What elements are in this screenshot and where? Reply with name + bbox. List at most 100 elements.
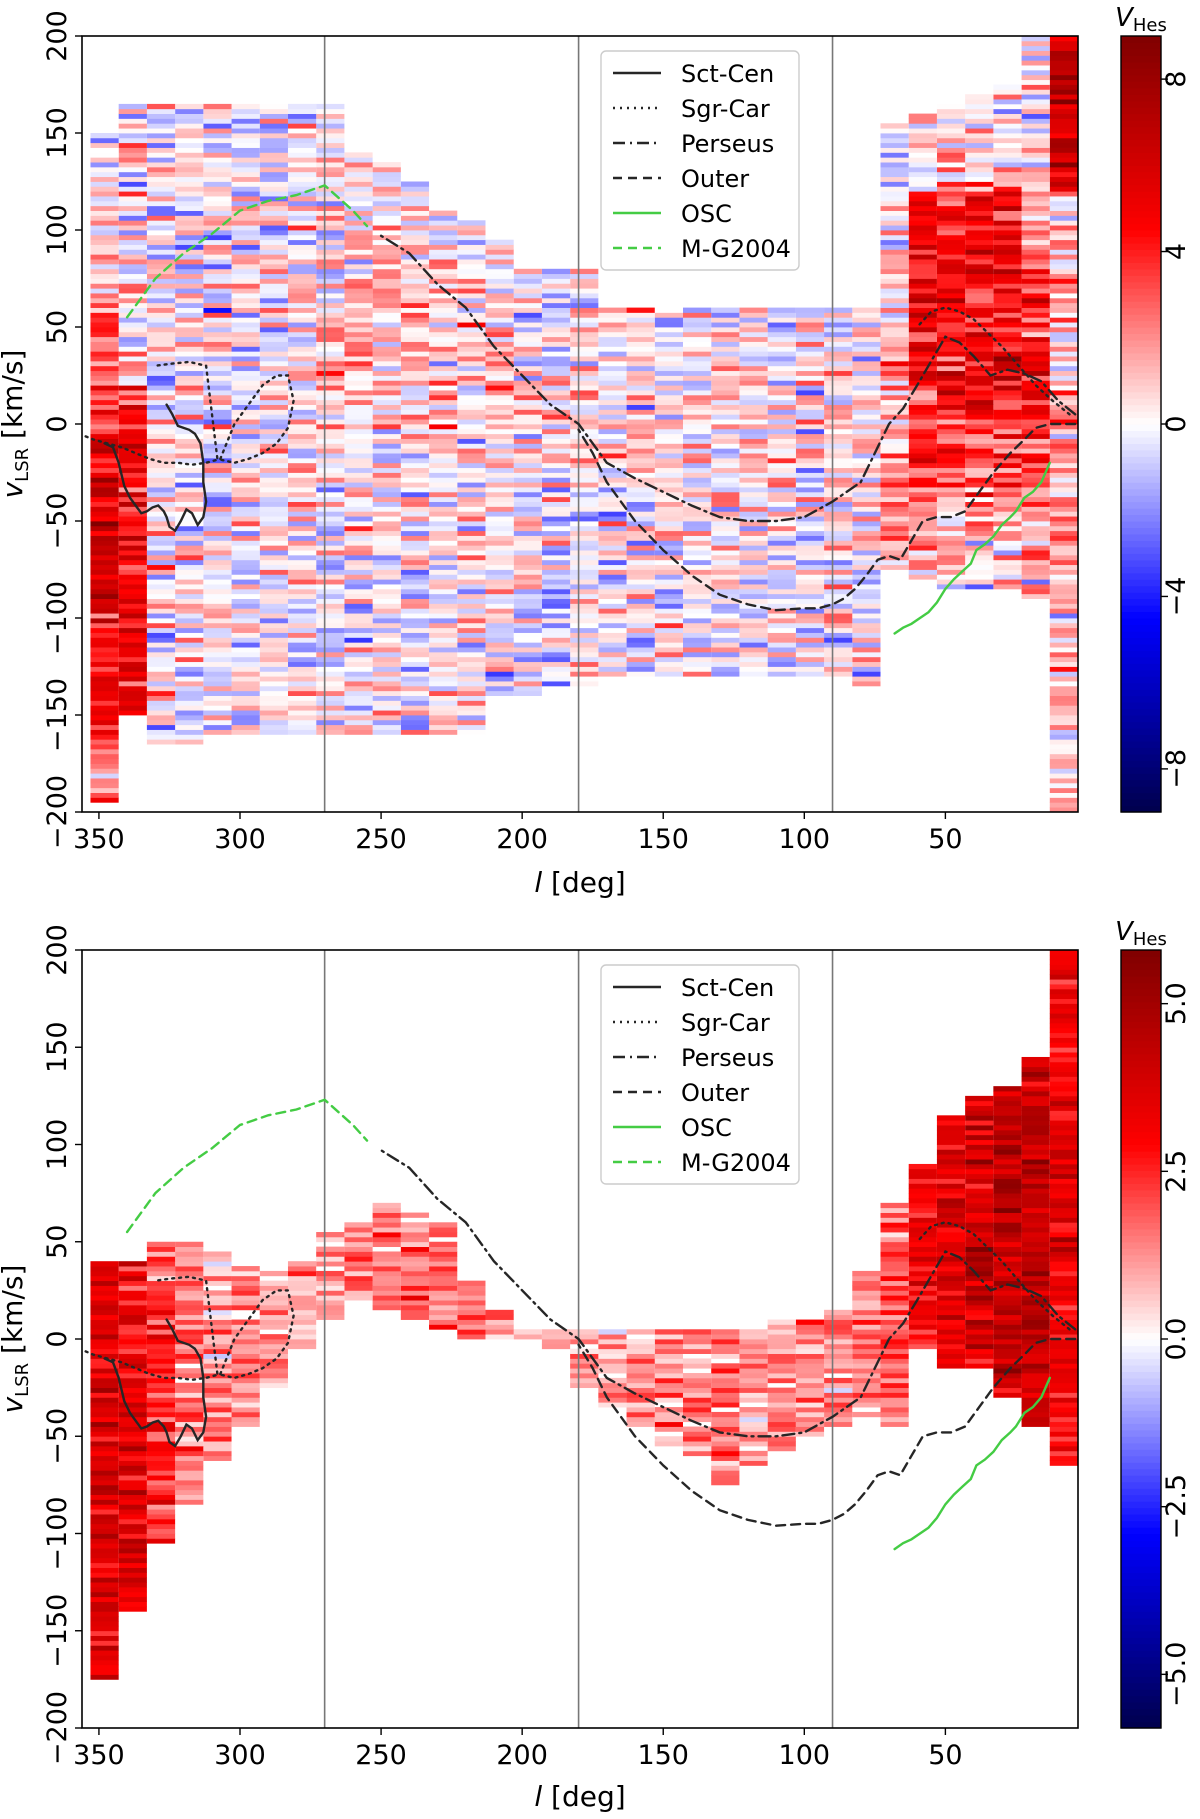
heatmap-cell xyxy=(852,371,880,376)
heatmap-cell xyxy=(965,1140,993,1145)
heatmap-cell xyxy=(147,633,175,638)
heatmap-cell xyxy=(683,429,711,434)
heatmap-cell xyxy=(852,647,880,652)
heatmap-cell xyxy=(90,516,118,521)
heatmap-cell xyxy=(739,1358,767,1363)
heatmap-cell xyxy=(993,540,1021,545)
heatmap-cell xyxy=(260,172,288,177)
heatmap-cell xyxy=(542,279,570,284)
heatmap-cell xyxy=(965,366,993,371)
heatmap-cell xyxy=(993,1130,1021,1135)
heatmap-cell xyxy=(232,715,260,720)
heatmap-cell xyxy=(119,1290,147,1295)
heatmap-cell xyxy=(739,1397,767,1402)
heatmap-cell xyxy=(1050,521,1078,526)
heatmap-cell xyxy=(175,186,203,191)
heatmap-cell xyxy=(232,186,260,191)
heatmap-cell xyxy=(203,148,231,153)
heatmap-cell xyxy=(909,545,937,550)
heatmap-cell xyxy=(824,385,852,390)
heatmap-cell xyxy=(796,1407,824,1412)
heatmap-cell xyxy=(203,531,231,536)
heatmap-cell xyxy=(739,545,767,550)
heatmap-cell xyxy=(937,400,965,405)
heatmap-cell xyxy=(344,182,372,187)
heatmap-cell xyxy=(1022,1130,1050,1135)
colorbar-step xyxy=(1121,236,1161,243)
heatmap-cell xyxy=(909,201,937,206)
heatmap-cell xyxy=(852,642,880,647)
heatmap-cell xyxy=(852,1334,880,1339)
heatmap-cell xyxy=(824,613,852,618)
heatmap-cell xyxy=(852,662,880,667)
colorbar-step xyxy=(1121,670,1161,677)
heatmap-cell xyxy=(570,652,598,657)
heatmap-cell xyxy=(937,1198,965,1203)
heatmap-cell xyxy=(965,463,993,468)
heatmap-cell xyxy=(260,390,288,395)
heatmap-cell xyxy=(119,1276,147,1281)
heatmap-cell xyxy=(373,671,401,676)
heatmap-cell xyxy=(739,400,767,405)
heatmap-cell xyxy=(344,177,372,182)
heatmap-cell xyxy=(373,303,401,308)
heatmap-cell xyxy=(203,395,231,400)
heatmap-cell xyxy=(288,439,316,444)
colorbar-step xyxy=(1121,702,1161,709)
heatmap-cell xyxy=(316,603,344,608)
heatmap-cell xyxy=(344,279,372,284)
heatmap-cell xyxy=(203,584,231,589)
heatmap-cell xyxy=(147,1499,175,1504)
heatmap-cell xyxy=(1050,1441,1078,1446)
x-tick-label: 350 xyxy=(73,824,125,855)
heatmap-cell xyxy=(175,128,203,133)
heatmap-cell xyxy=(288,303,316,308)
heatmap-cell xyxy=(344,327,372,332)
heatmap-cell xyxy=(796,633,824,638)
heatmap-cell xyxy=(683,521,711,526)
heatmap-cell xyxy=(796,376,824,381)
heatmap-cell xyxy=(796,555,824,560)
heatmap-cell xyxy=(711,477,739,482)
heatmap-cell xyxy=(457,730,485,735)
heatmap-cell xyxy=(683,637,711,642)
heatmap-cell xyxy=(937,487,965,492)
heatmap-cell xyxy=(542,662,570,667)
heatmap-cell xyxy=(965,1135,993,1140)
heatmap-cell xyxy=(316,424,344,429)
heatmap-cell xyxy=(457,526,485,531)
heatmap-cell xyxy=(232,448,260,453)
heatmap-cell xyxy=(119,1548,147,1553)
heatmap-cell xyxy=(232,473,260,478)
heatmap-cell xyxy=(288,366,316,371)
heatmap-cell xyxy=(1050,1003,1078,1008)
heatmap-cell xyxy=(175,317,203,322)
heatmap-cell xyxy=(937,293,965,298)
heatmap-cell xyxy=(514,540,542,545)
heatmap-cell xyxy=(683,1412,711,1417)
heatmap-cell xyxy=(288,652,316,657)
heatmap-cell xyxy=(880,1290,908,1295)
heatmap-cell xyxy=(1022,1203,1050,1208)
heatmap-cell xyxy=(768,628,796,633)
heatmap-cell xyxy=(457,434,485,439)
heatmap-cell xyxy=(90,725,118,730)
heatmap-cell xyxy=(993,550,1021,555)
heatmap-cell xyxy=(1050,955,1078,960)
heatmap-cell xyxy=(373,1276,401,1281)
heatmap-cell xyxy=(655,1397,683,1402)
heatmap-cell xyxy=(711,550,739,555)
heatmap-cell xyxy=(147,1383,175,1388)
heatmap-cell xyxy=(711,1388,739,1393)
heatmap-cell xyxy=(457,599,485,604)
heatmap-cell xyxy=(316,531,344,536)
heatmap-cell xyxy=(288,555,316,560)
heatmap-cell xyxy=(711,608,739,613)
heatmap-cell xyxy=(232,434,260,439)
heatmap-cell xyxy=(429,448,457,453)
heatmap-cell xyxy=(288,565,316,570)
heatmap-cell xyxy=(260,667,288,672)
heatmap-cell xyxy=(401,225,429,230)
heatmap-cell xyxy=(485,671,513,676)
heatmap-cell xyxy=(147,414,175,419)
